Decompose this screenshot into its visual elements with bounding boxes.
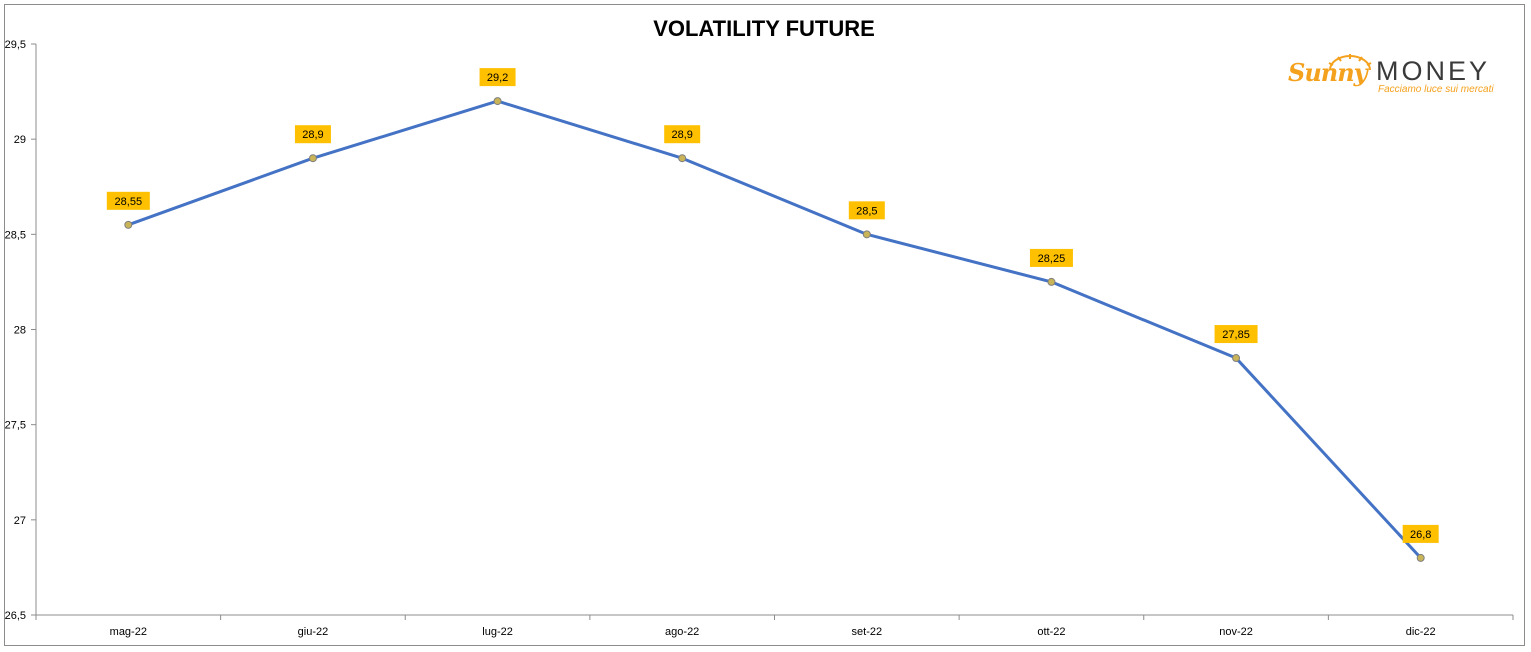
data-label: 28,5 [856,205,877,217]
data-label: 28,25 [1038,253,1066,265]
logo-brand-sunny: Sunny [1288,58,1368,87]
data-label-box [479,68,516,87]
data-label: 28,9 [302,129,323,141]
y-tick-label: 26,5 [5,610,26,622]
sun-icon [1328,54,1372,71]
data-label: 26,8 [1410,529,1431,541]
x-tick-label: nov-22 [1219,626,1253,638]
y-tick-label: 28,5 [5,229,26,241]
data-point [308,154,317,163]
data-point [1047,277,1056,286]
data-label: 29,2 [487,72,508,84]
x-tick-label: ago-22 [665,626,699,638]
y-tick-label: 28 [14,325,26,337]
x-tick-label: lug-22 [482,626,513,638]
data-point [862,230,871,239]
data-label-box [1029,248,1073,267]
data-point [493,97,502,106]
x-tick-label: ott-22 [1037,626,1065,638]
data-label-box [294,125,331,144]
x-tick-label: mag-22 [110,626,147,638]
y-tick-label: 27 [14,515,26,527]
data-label: 27,85 [1222,329,1250,341]
data-label-box [1402,524,1439,543]
data-label-box [848,201,885,220]
data-label-box [106,191,150,210]
data-label: 28,55 [115,196,143,208]
data-label-box [664,125,701,144]
x-tick-label: dic-22 [1406,626,1436,638]
data-point [1416,553,1425,562]
data-point [124,220,133,229]
y-tick-label: 27,5 [5,420,26,432]
series-line [127,99,1422,559]
data-point [678,154,687,163]
x-tick-label: set-22 [852,626,883,638]
logo-tagline: Facciamo luce sui mercati [1378,84,1494,95]
chart-frame [4,4,1525,646]
data-label: 28,9 [671,129,692,141]
data-label-box [1214,325,1258,344]
data-point [1232,354,1241,363]
logo-brand-money: MONEY [1376,56,1491,86]
sunny-money-logo: Sunny MONEY Facciamo luce sui mercati [1284,54,1504,96]
x-tick-label: giu-22 [298,626,329,638]
y-tick-label: 29 [14,134,26,146]
y-tick-label: 29,5 [5,39,26,51]
chart-title: VOLATILITY FUTURE [653,16,875,41]
